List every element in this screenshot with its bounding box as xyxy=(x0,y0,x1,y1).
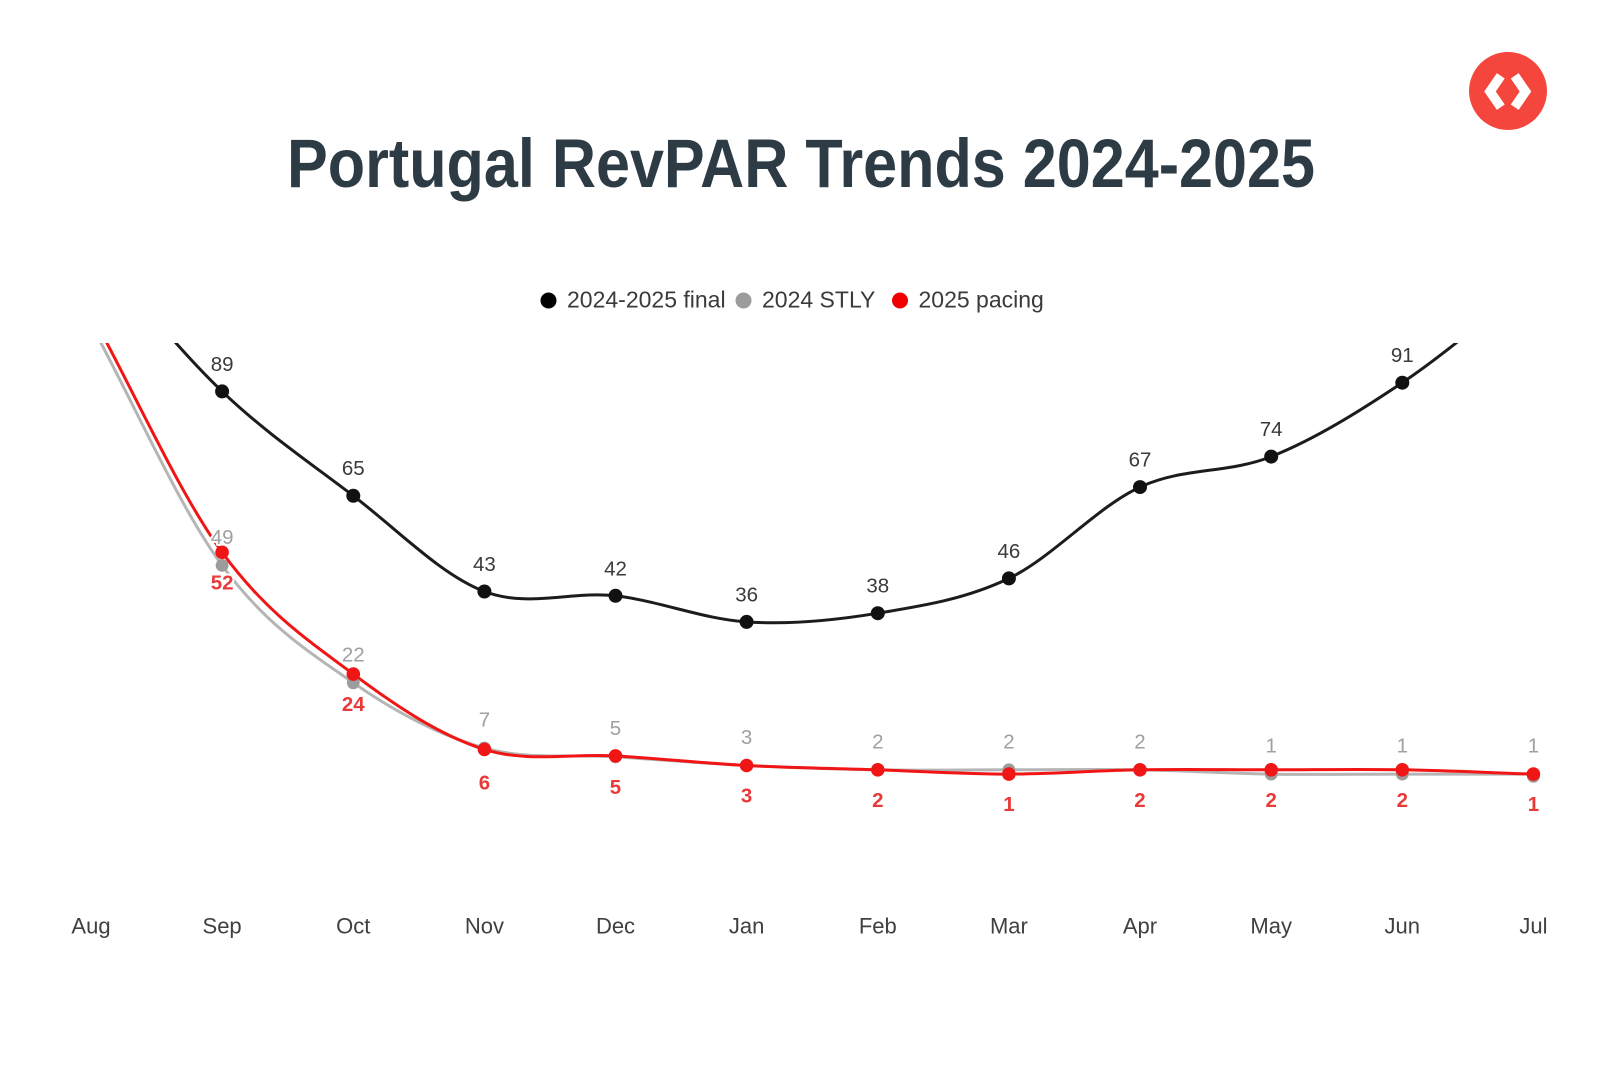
svg-text:Oct: Oct xyxy=(336,914,370,939)
svg-text:Sep: Sep xyxy=(203,914,242,939)
svg-text:2: 2 xyxy=(1003,730,1014,753)
svg-text:2024-2025 final: 2024-2025 final xyxy=(567,286,726,312)
svg-text:Apr: Apr xyxy=(1123,914,1157,939)
svg-text:2: 2 xyxy=(1134,730,1145,753)
svg-text:3: 3 xyxy=(741,785,752,808)
svg-text:Dec: Dec xyxy=(596,914,635,939)
svg-text:1: 1 xyxy=(1003,793,1014,816)
svg-text:7: 7 xyxy=(479,709,490,732)
svg-text:89: 89 xyxy=(211,353,234,376)
svg-text:38: 38 xyxy=(866,575,889,598)
svg-text:6: 6 xyxy=(479,771,490,794)
svg-text:Portugal RevPAR Trends 2024-20: Portugal RevPAR Trends 2024-2025 xyxy=(287,125,1315,202)
svg-text:2: 2 xyxy=(1134,789,1145,812)
svg-text:Jul: Jul xyxy=(1519,914,1547,939)
svg-text:49: 49 xyxy=(211,526,234,549)
svg-text:2025 pacing: 2025 pacing xyxy=(919,286,1044,312)
svg-text:Aug: Aug xyxy=(71,914,110,939)
svg-text:36: 36 xyxy=(735,583,758,606)
svg-text:Feb: Feb xyxy=(859,914,897,939)
svg-text:Mar: Mar xyxy=(990,914,1028,939)
svg-text:52: 52 xyxy=(211,571,234,594)
svg-text:1: 1 xyxy=(1528,793,1539,816)
svg-text:2: 2 xyxy=(872,789,883,812)
svg-text:1: 1 xyxy=(1265,735,1276,758)
svg-text:22: 22 xyxy=(342,643,365,666)
svg-text:24: 24 xyxy=(342,693,365,716)
svg-text:Jan: Jan xyxy=(729,914,764,939)
svg-text:3: 3 xyxy=(741,726,752,749)
svg-text:65: 65 xyxy=(342,457,365,480)
svg-text:5: 5 xyxy=(610,717,621,740)
svg-text:5: 5 xyxy=(610,776,621,799)
svg-text:91: 91 xyxy=(1391,344,1414,367)
svg-text:2: 2 xyxy=(1397,789,1408,812)
svg-text:1: 1 xyxy=(1528,735,1539,758)
svg-text:43: 43 xyxy=(473,553,496,576)
svg-text:2: 2 xyxy=(872,730,883,753)
svg-text:74: 74 xyxy=(1260,418,1283,441)
svg-text:67: 67 xyxy=(1129,449,1152,472)
svg-text:2024 STLY: 2024 STLY xyxy=(762,286,875,312)
svg-text:1: 1 xyxy=(1397,735,1408,758)
svg-text:May: May xyxy=(1250,914,1292,939)
svg-text:2: 2 xyxy=(1265,789,1276,812)
svg-text:42: 42 xyxy=(604,557,627,580)
svg-text:46: 46 xyxy=(997,540,1020,563)
svg-text:Jun: Jun xyxy=(1385,914,1420,939)
svg-text:Nov: Nov xyxy=(465,914,504,939)
